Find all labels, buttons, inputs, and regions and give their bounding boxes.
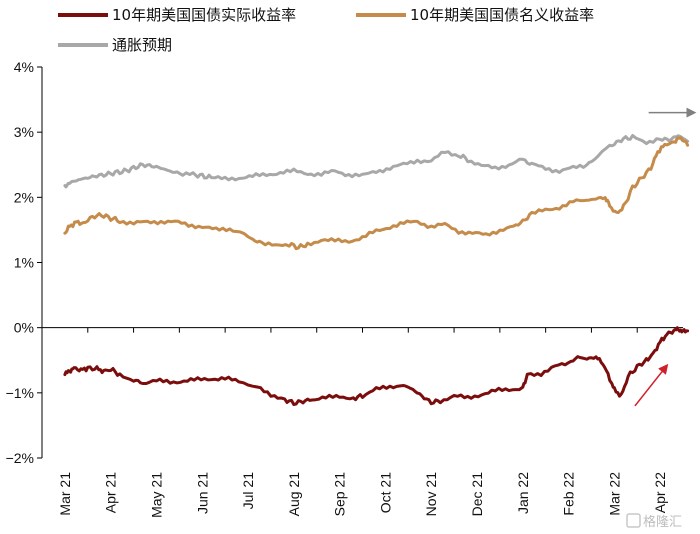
watermark-text: 格隆汇: [643, 514, 682, 530]
y-tick-label: 2%: [14, 189, 34, 205]
legend: 10年期美国国债实际收益率 10年期美国国债名义收益率 通胀预期: [0, 0, 700, 60]
legend-item-real-yield: 10年期美国国债实际收益率: [58, 4, 296, 25]
axes: 4% 3% 2% 1% 0% −1% −2% Mar 21 Apr 21 May 21 Jun 21…: [6, 59, 683, 518]
y-tick-label: 0%: [14, 320, 34, 336]
y-tick-label: 4%: [14, 59, 34, 75]
x-tick-label: Feb 22: [561, 472, 577, 516]
x-tick-label: Apr 22: [652, 472, 668, 513]
watermark-logo: [626, 513, 641, 528]
x-tick-label: Aug 21: [286, 472, 302, 517]
x-tick-label: Oct 21: [377, 472, 393, 513]
series-layer: [63, 134, 690, 406]
legend-item-nominal-yield: 10年期美国国债名义收益率: [356, 4, 594, 25]
x-tick-label: Sep 21: [332, 472, 348, 517]
y-tick-label: −2%: [6, 450, 34, 466]
y-tick-label: −1%: [6, 385, 34, 401]
y-tick-label: 3%: [14, 124, 34, 140]
series-line: [63, 136, 690, 251]
x-tick-label: Apr 21: [103, 472, 119, 513]
y-tick-label: 1%: [14, 255, 34, 271]
legend-item-inflation: 通胀预期: [58, 34, 172, 55]
x-tick-label: Jul 21: [240, 472, 256, 510]
legend-swatch-real-yield: [58, 12, 108, 17]
x-tick-label: Jan 22: [515, 472, 531, 514]
series-line: [63, 326, 690, 406]
x-tick-label: May 21: [148, 472, 164, 518]
x-tick-label: Nov 21: [423, 472, 439, 517]
annotation-arrow: [634, 363, 669, 407]
x-tick-label: Mar 21: [57, 472, 73, 516]
series-line: [63, 134, 690, 189]
x-tick-label: Jun 21: [194, 472, 210, 514]
x-tick-label: Mar 22: [606, 472, 622, 516]
legend-label-inflation: 通胀预期: [112, 36, 173, 54]
x-tick-label: Dec 21: [469, 472, 485, 517]
annotations: [626, 107, 697, 528]
legend-label-real-yield: 10年期美国国债实际收益率: [112, 6, 297, 24]
legend-swatch-nominal-yield: [356, 12, 406, 17]
legend-swatch-inflation: [58, 42, 108, 47]
legend-label-nominal-yield: 10年期美国国债名义收益率: [410, 6, 595, 24]
